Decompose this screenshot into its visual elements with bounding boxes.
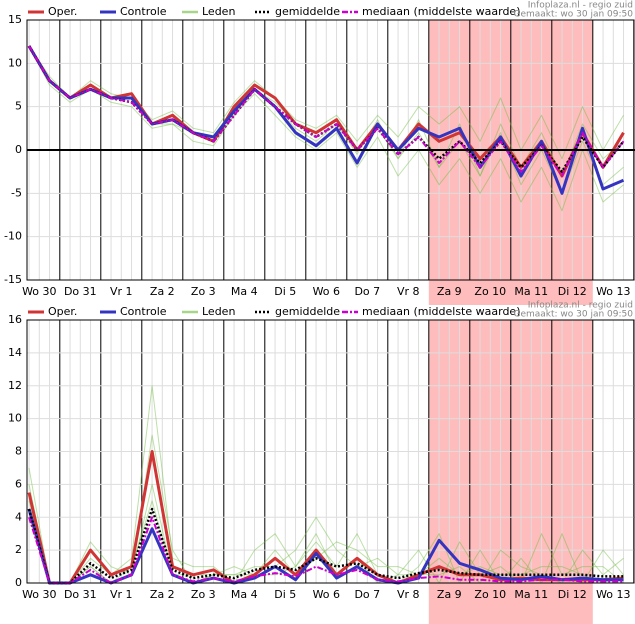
x-tick-label: Wo 13 (596, 588, 630, 601)
credit: Gemaakt: wo 30 jan 09:50 (513, 10, 633, 20)
legend-label: Leden (202, 305, 235, 318)
x-tick-label: Vr 1 (110, 285, 133, 298)
legend-label: mediaan (middelste waarde) (362, 305, 520, 318)
x-tick-label: Wo 6 (313, 588, 340, 601)
legend-label: Controle (120, 5, 167, 18)
y-tick-label: 15 (8, 13, 22, 26)
x-tick-label: Do 31 (64, 588, 97, 601)
x-tick-label: Ma 11 (514, 588, 548, 601)
series-line (28, 434, 624, 584)
x-tick-label: Za 9 (437, 285, 462, 298)
y-tick-label: -15 (4, 273, 22, 286)
credit: Infoplaza.nl - regio zuid (528, 1, 633, 11)
legend-label: Oper. (48, 305, 77, 318)
x-tick-label: Do 31 (64, 285, 97, 298)
x-tick-label: Vr 8 (397, 588, 420, 601)
series-line (27, 45, 625, 195)
plot-frame (26, 19, 635, 281)
y-tick-label: 5 (15, 100, 22, 113)
x-tick-label: Di 12 (558, 588, 587, 601)
legend-label: Controle (120, 305, 167, 318)
y-tick-label: 12 (8, 379, 22, 392)
x-tick-label: Di 12 (558, 285, 587, 298)
y-tick-label: -5 (11, 186, 22, 199)
x-tick-label: Ma 4 (231, 588, 258, 601)
x-tick-label: Wo 30 (22, 285, 56, 298)
x-tick-label: Ma 11 (514, 285, 548, 298)
legend-label: gemiddelde (275, 5, 340, 18)
series-line (27, 507, 624, 585)
series-line (28, 45, 624, 212)
y-tick-label: 4 (15, 510, 22, 523)
y-tick-label: 16 (8, 313, 22, 326)
legend-label: mediaan (middelste waarde) (362, 5, 520, 18)
y-tick-label: -10 (4, 230, 22, 243)
y-tick-label: 8 (15, 445, 22, 458)
credit: Infoplaza.nl - regio zuid (528, 301, 633, 311)
y-tick-label: 6 (15, 477, 22, 490)
series-line (28, 385, 624, 584)
x-tick-label: Wo 30 (22, 588, 56, 601)
x-tick-label: Za 2 (150, 588, 175, 601)
x-tick-label: Zo 3 (191, 285, 216, 298)
x-tick-label: Do 7 (354, 588, 380, 601)
x-tick-label: Zo 3 (191, 588, 216, 601)
y-tick-label: 14 (8, 346, 22, 359)
x-tick-label: Wo 13 (596, 285, 630, 298)
x-tick-label: Vr 8 (397, 285, 420, 298)
legend-label: Leden (202, 5, 235, 18)
series-line (28, 516, 624, 584)
y-tick-label: 0 (15, 143, 22, 156)
x-tick-label: Za 2 (150, 285, 175, 298)
x-tick-label: Vr 1 (110, 588, 133, 601)
x-tick-label: Wo 6 (313, 285, 340, 298)
series-line (28, 45, 625, 177)
x-tick-label: Za 9 (437, 588, 462, 601)
y-tick-label: 10 (8, 412, 22, 425)
y-tick-label: 10 (8, 56, 22, 69)
x-tick-label: Do 7 (354, 285, 380, 298)
x-tick-label: Di 5 (274, 588, 296, 601)
x-tick-label: Ma 4 (231, 285, 258, 298)
legend-label: Oper. (48, 5, 77, 18)
y-tick-label: 0 (15, 576, 22, 589)
plot-frame (26, 319, 635, 584)
x-tick-label: Zo 10 (474, 285, 506, 298)
x-tick-label: Zo 10 (474, 588, 506, 601)
legend-label: gemiddelde (275, 305, 340, 318)
y-tick-label: 2 (15, 543, 22, 556)
credit: Gemaakt: wo 30 jan 09:50 (513, 310, 633, 320)
x-tick-label: Di 5 (274, 285, 296, 298)
